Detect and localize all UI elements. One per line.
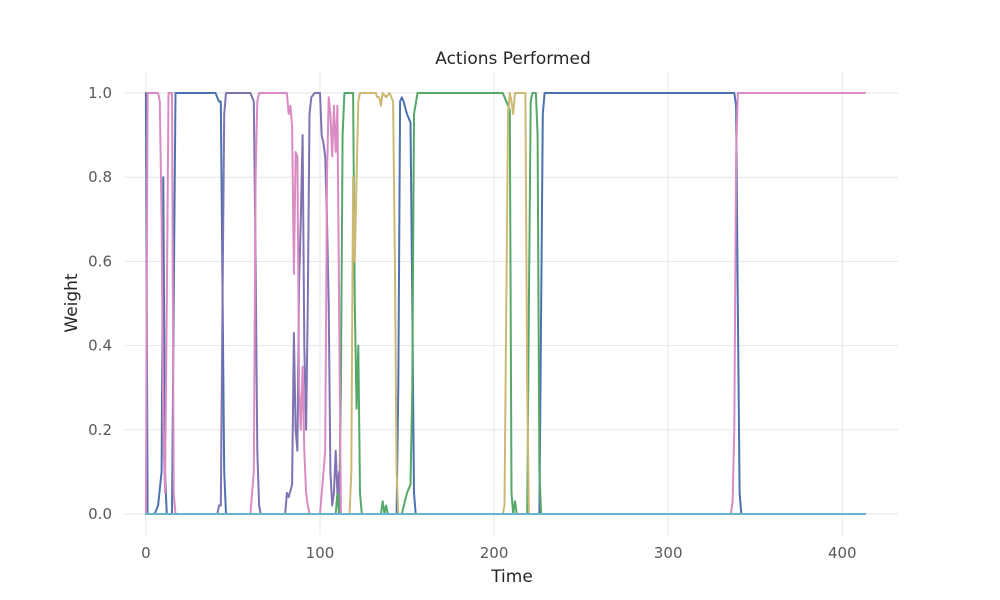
x-tick-label: 0 — [141, 544, 151, 562]
x-tick-label: 200 — [480, 544, 509, 562]
tick-labels: 0 100 200 300 400 0.0 0.2 0.4 0.6 0.8 1.0 — [88, 84, 856, 562]
series-line-3 — [144, 92, 866, 515]
y-tick-label: 0.0 — [88, 505, 112, 523]
series-group — [144, 92, 866, 515]
chart-title: Actions Performed — [435, 49, 590, 69]
x-tick-label: 300 — [654, 544, 683, 562]
y-tick-label: 1.0 — [88, 84, 112, 102]
y-tick-label: 0.4 — [88, 337, 112, 355]
y-tick-label: 0.6 — [88, 252, 112, 270]
y-tick-label: 0.8 — [88, 168, 112, 186]
y-tick-label: 0.2 — [88, 421, 112, 439]
x-tick-label: 400 — [828, 544, 857, 562]
y-axis-label: Weight — [62, 273, 82, 333]
x-tick-label: 100 — [306, 544, 335, 562]
series-line-7 — [144, 92, 866, 515]
series-line-5 — [144, 92, 866, 515]
x-axis-label: Time — [490, 567, 533, 587]
series-line-9 — [144, 92, 866, 515]
